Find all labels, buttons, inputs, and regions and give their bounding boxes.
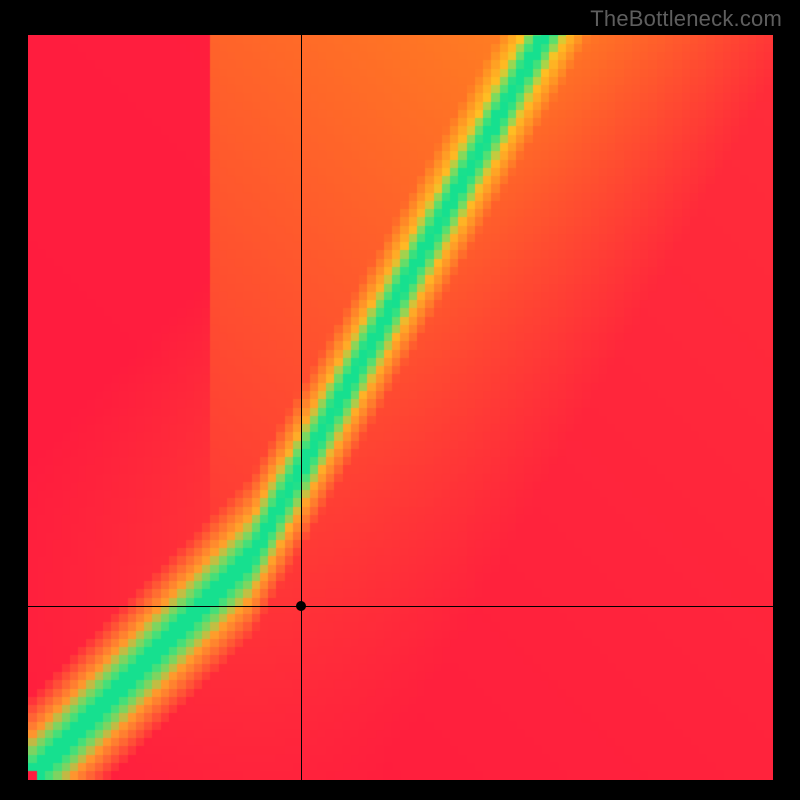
heatmap-canvas xyxy=(28,35,773,780)
watermark-text: TheBottleneck.com xyxy=(590,6,782,32)
chart-frame: TheBottleneck.com xyxy=(0,0,800,800)
heatmap-plot xyxy=(28,35,773,780)
